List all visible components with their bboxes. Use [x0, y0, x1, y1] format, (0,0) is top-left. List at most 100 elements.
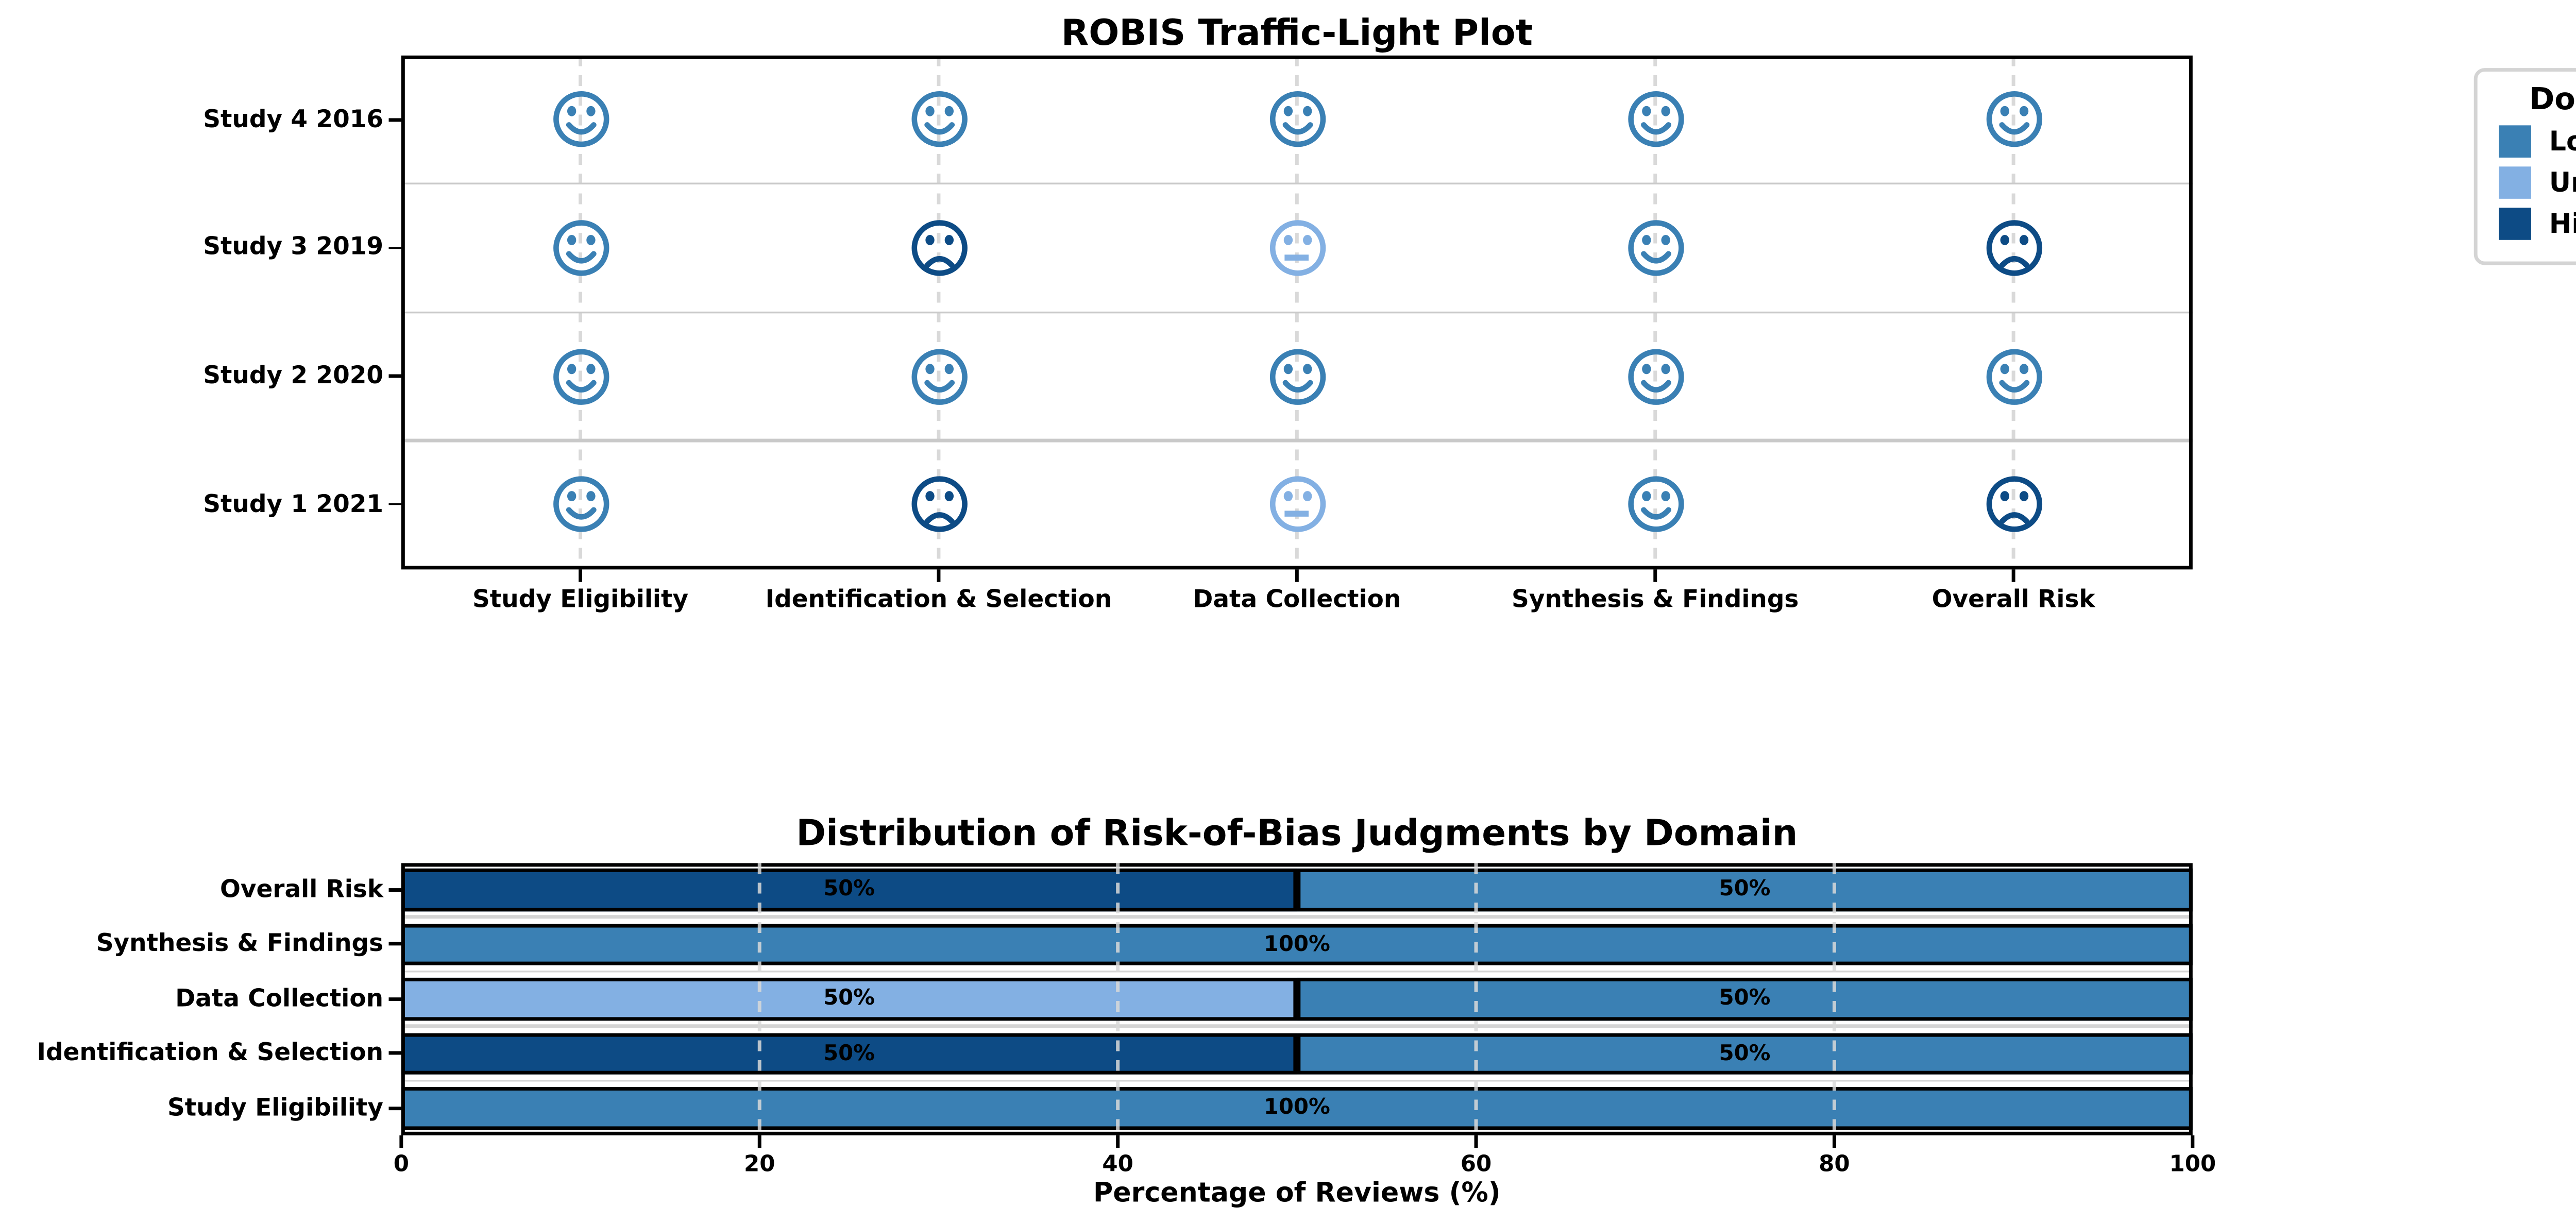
face-icon-high-risk [1980, 471, 2047, 538]
y-axis-tick-mark [388, 888, 401, 891]
face-icon-low-risk [906, 87, 972, 153]
face-icon-low-risk [1622, 343, 1688, 410]
bar-segment-label: 100% [1263, 930, 1330, 956]
x-axis-tick-mark [758, 1135, 761, 1148]
face-icon-high-risk [906, 215, 972, 281]
legend-swatch-high-risk [2499, 207, 2532, 240]
y-axis-tick-mark [388, 246, 401, 249]
y-axis-tick-mark [388, 1106, 401, 1110]
legend-entry: High Risk [2478, 202, 2576, 244]
column-label: Data Collection [1193, 584, 1401, 614]
bar-category-label: Synthesis & Findings [96, 929, 384, 959]
bar-segment-low-risk [1297, 1032, 2193, 1075]
y-axis-tick-mark [388, 503, 401, 506]
x-axis-tick-mark [1116, 1135, 1120, 1148]
bar-category-label: Identification & Selection [37, 1039, 384, 1068]
x-tick-label: 40 [1102, 1149, 1133, 1177]
face-icon-low-risk [547, 87, 614, 153]
bar-segment-label: 50% [1719, 984, 1771, 1010]
x-axis-tick-mark [400, 1135, 403, 1148]
bar-segment-high-risk [401, 868, 1297, 911]
face-icon-low-risk [1980, 343, 2047, 410]
bar-segment-label: 100% [1263, 1094, 1330, 1119]
y-axis-tick-mark [388, 942, 401, 946]
face-icon-low-risk [1264, 343, 1330, 410]
legend-box: Domain Risk Low Risk Unclear Risk High Ris… [2473, 68, 2576, 265]
bar-segment-label: 50% [1719, 875, 1771, 901]
x-tick-label: 80 [1819, 1149, 1850, 1177]
x-axis-tick-mark [1295, 568, 1299, 581]
x-tick-label: 20 [743, 1149, 775, 1177]
horizontal-gridline [401, 1079, 2193, 1082]
row-label: Study 1 2021 [203, 490, 384, 519]
column-label: Overall Risk [1931, 584, 2095, 614]
vertical-gridline [757, 862, 761, 1135]
row-label: Study 4 2016 [203, 105, 384, 134]
bar-chart-title: Distribution of Risk-of-Bias Judgments b… [796, 811, 1798, 855]
row-label: Study 3 2019 [203, 233, 384, 263]
face-icon-low-risk [1264, 87, 1330, 153]
legend-title: Domain Risk [2529, 82, 2576, 118]
legend-entries: Low Risk Unclear Risk High Risk [2478, 120, 2576, 244]
x-tick-label: 100 [2169, 1149, 2216, 1177]
x-axis-tick-mark [579, 568, 582, 581]
legend-entry: Unclear Risk [2478, 161, 2576, 202]
face-icon-low-risk [906, 343, 972, 410]
face-icon-low-risk [547, 343, 614, 410]
face-icon-low-risk [1622, 87, 1688, 153]
face-icon-low-risk [1980, 87, 2047, 153]
horizontal-gridline [401, 182, 2193, 185]
bar-segment-label: 50% [823, 1039, 875, 1065]
bar-category-label: Data Collection [175, 984, 384, 1013]
face-icon-low-risk [547, 215, 614, 281]
y-axis-tick-mark [388, 118, 401, 121]
bar-segment-low-risk [1297, 977, 2193, 1020]
legend-swatch-unclear-risk [2499, 165, 2532, 198]
bar-segment-low-risk [401, 1086, 2193, 1129]
x-tick-label: 60 [1460, 1149, 1492, 1177]
bar-category-label: Study Eligibility [167, 1093, 384, 1123]
legend-entry-label: Low Risk [2549, 124, 2576, 157]
face-icon-high-risk [1980, 215, 2047, 281]
bar-segment-label: 50% [823, 984, 875, 1010]
legend-entry-label: Unclear Risk [2549, 165, 2576, 198]
x-axis-tick-mark [1653, 568, 1657, 581]
horizontal-gridline [401, 915, 2193, 919]
face-icon-unclear-risk [1264, 215, 1330, 281]
horizontal-gridline [401, 1025, 2193, 1028]
x-tick-label: 0 [393, 1149, 409, 1177]
x-axis-tick-mark [937, 568, 940, 581]
bar-segment-low-risk [401, 923, 2193, 965]
face-icon-low-risk [1622, 215, 1688, 281]
row-label: Study 2 2020 [203, 362, 384, 390]
column-label: Study Eligibility [472, 584, 689, 614]
legend-entry: Low Risk [2478, 120, 2576, 161]
x-axis-tick-mark [2012, 568, 2015, 581]
face-icon-low-risk [1622, 471, 1688, 538]
y-axis-tick-mark [388, 1051, 401, 1055]
x-axis-tick-mark [1833, 1135, 1836, 1148]
horizontal-gridline [401, 970, 2193, 973]
column-label: Identification & Selection [765, 584, 1112, 614]
horizontal-gridline [401, 311, 2193, 314]
bar-segment-low-risk [1297, 868, 2193, 911]
x-axis-label: Percentage of Reviews (%) [1093, 1176, 1501, 1209]
face-icon-low-risk [547, 471, 614, 538]
x-axis-tick-mark [1475, 1135, 1478, 1148]
bar-segment-unclear-risk [401, 977, 1297, 1020]
bar-category-label: Overall Risk [219, 875, 384, 904]
x-axis-tick-mark [2191, 1135, 2194, 1148]
horizontal-gridline [401, 439, 2193, 442]
column-label: Synthesis & Findings [1512, 584, 1799, 614]
legend-swatch-low-risk [2499, 124, 2532, 157]
face-icon-high-risk [906, 471, 972, 538]
legend-entry-label: High Risk [2549, 207, 2576, 240]
y-axis-tick-mark [388, 997, 401, 1000]
bar-segment-label: 50% [823, 875, 875, 901]
face-icon-unclear-risk [1264, 471, 1330, 538]
vertical-gridline [1474, 862, 1478, 1135]
